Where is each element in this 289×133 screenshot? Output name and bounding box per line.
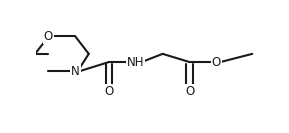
Text: O: O xyxy=(185,85,194,98)
Text: O: O xyxy=(44,30,53,43)
Text: O: O xyxy=(212,56,221,68)
Text: NH: NH xyxy=(127,56,144,68)
Text: N: N xyxy=(71,65,80,78)
Text: O: O xyxy=(104,85,114,98)
